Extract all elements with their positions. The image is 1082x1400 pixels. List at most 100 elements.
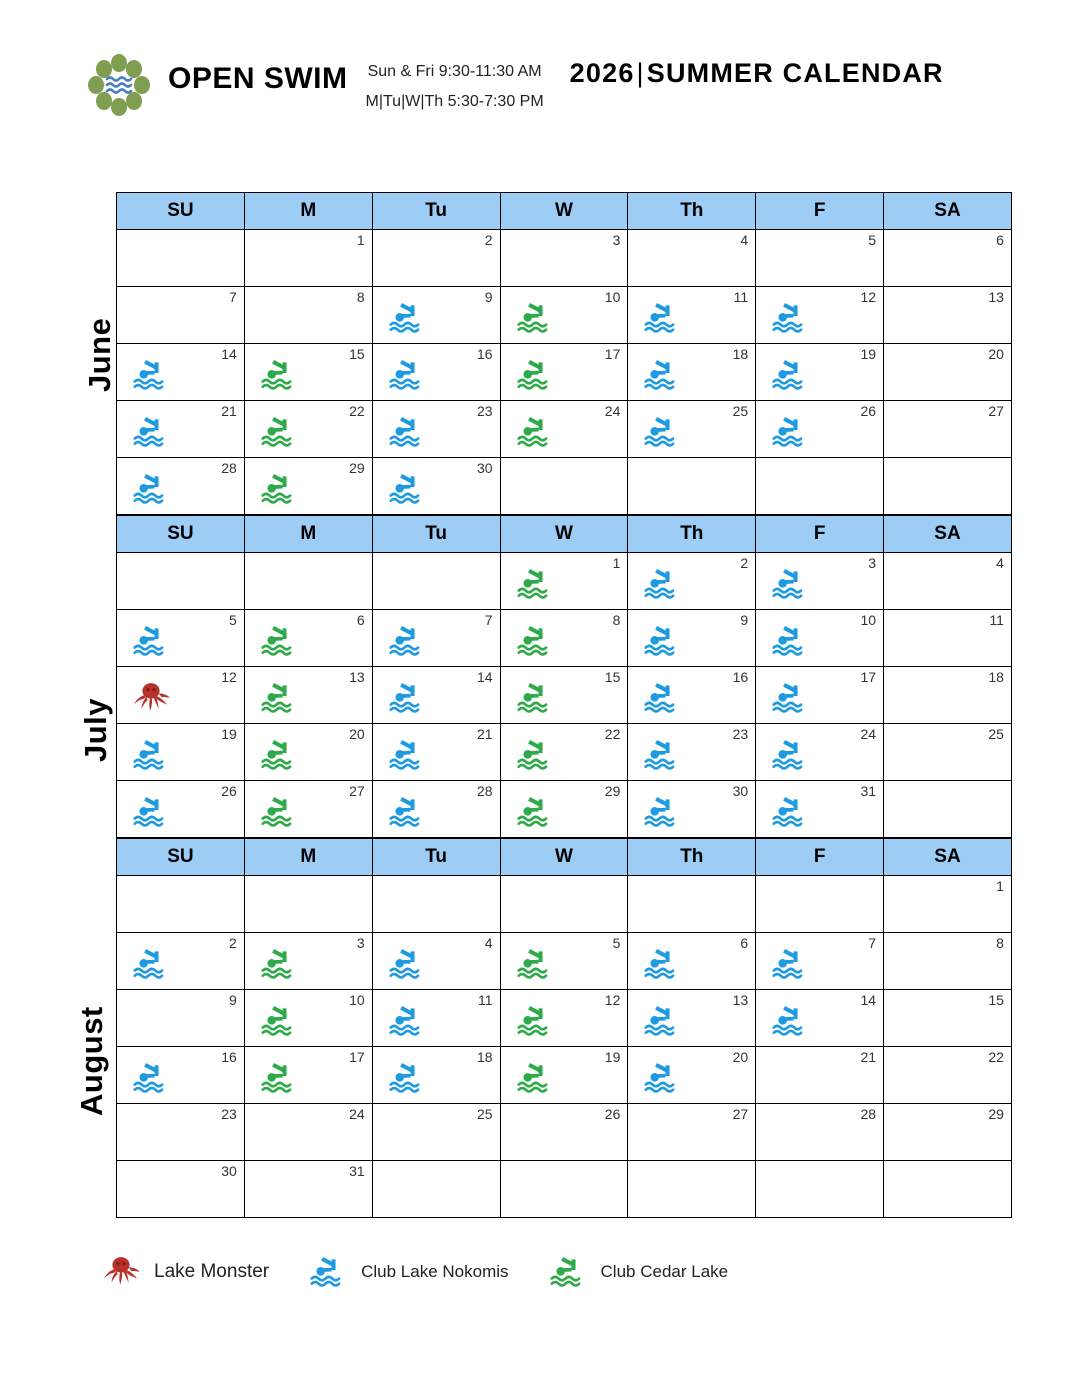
day-cell[interactable]: 15 [883,989,1012,1047]
day-cell[interactable]: 30 [371,457,501,515]
day-cell-empty[interactable] [883,780,1012,838]
day-cell[interactable]: 13 [243,666,373,724]
day-cell-empty[interactable] [627,875,757,933]
day-cell[interactable]: 3 [499,229,629,287]
day-cell[interactable]: 5 [499,932,629,990]
day-cell[interactable]: 23 [116,1103,245,1161]
day-cell-empty[interactable] [499,875,629,933]
day-cell[interactable]: 22 [243,400,373,458]
day-cell[interactable]: 8 [243,286,373,344]
day-cell[interactable]: 24 [755,723,885,781]
day-cell[interactable]: 12 [116,666,245,724]
day-cell[interactable]: 9 [371,286,501,344]
day-cell[interactable]: 24 [499,400,629,458]
day-cell[interactable]: 19 [116,723,245,781]
day-cell-empty[interactable] [627,457,757,515]
day-cell-empty[interactable] [755,457,885,515]
day-cell[interactable]: 29 [243,457,373,515]
day-cell[interactable]: 11 [627,286,757,344]
day-cell[interactable]: 11 [371,989,501,1047]
day-cell[interactable]: 22 [499,723,629,781]
day-cell[interactable]: 21 [755,1046,885,1104]
day-cell[interactable]: 26 [755,400,885,458]
day-cell[interactable]: 28 [755,1103,885,1161]
day-cell[interactable]: 18 [627,343,757,401]
day-cell-empty[interactable] [883,1160,1012,1218]
day-cell[interactable]: 10 [243,989,373,1047]
day-cell[interactable]: 4 [627,229,757,287]
day-cell[interactable]: 13 [883,286,1012,344]
day-cell[interactable]: 3 [755,552,885,610]
day-cell[interactable]: 15 [243,343,373,401]
day-cell[interactable]: 7 [755,932,885,990]
day-cell[interactable]: 12 [499,989,629,1047]
day-cell[interactable]: 26 [499,1103,629,1161]
day-cell[interactable]: 16 [627,666,757,724]
day-cell[interactable]: 20 [883,343,1012,401]
day-cell-empty[interactable] [627,1160,757,1218]
day-cell[interactable]: 23 [371,400,501,458]
day-cell[interactable]: 18 [883,666,1012,724]
day-cell[interactable]: 31 [243,1160,373,1218]
day-cell[interactable]: 19 [755,343,885,401]
day-cell[interactable]: 17 [243,1046,373,1104]
day-cell[interactable]: 4 [883,552,1012,610]
day-cell[interactable]: 7 [371,609,501,667]
day-cell[interactable]: 12 [755,286,885,344]
day-cell[interactable]: 17 [499,343,629,401]
day-cell[interactable]: 10 [499,286,629,344]
day-cell[interactable]: 15 [499,666,629,724]
day-cell-empty[interactable] [755,875,885,933]
day-cell[interactable]: 30 [627,780,757,838]
day-cell[interactable]: 1 [883,875,1012,933]
day-cell[interactable]: 22 [883,1046,1012,1104]
day-cell[interactable]: 5 [755,229,885,287]
day-cell[interactable]: 27 [627,1103,757,1161]
day-cell[interactable]: 16 [371,343,501,401]
day-cell[interactable]: 21 [116,400,245,458]
day-cell[interactable]: 1 [243,229,373,287]
day-cell[interactable]: 16 [116,1046,245,1104]
day-cell[interactable]: 20 [243,723,373,781]
day-cell[interactable]: 18 [371,1046,501,1104]
day-cell-empty[interactable] [883,457,1012,515]
day-cell[interactable]: 30 [116,1160,245,1218]
day-cell-empty[interactable] [116,552,245,610]
day-cell[interactable]: 29 [499,780,629,838]
day-cell[interactable]: 19 [499,1046,629,1104]
day-cell[interactable]: 2 [627,552,757,610]
day-cell[interactable]: 24 [243,1103,373,1161]
day-cell[interactable]: 8 [499,609,629,667]
day-cell[interactable]: 21 [371,723,501,781]
day-cell-empty[interactable] [371,552,501,610]
day-cell[interactable]: 10 [755,609,885,667]
day-cell-empty[interactable] [243,875,373,933]
day-cell[interactable]: 4 [371,932,501,990]
day-cell-empty[interactable] [499,457,629,515]
day-cell-empty[interactable] [755,1160,885,1218]
day-cell[interactable]: 14 [371,666,501,724]
day-cell[interactable]: 3 [243,932,373,990]
day-cell[interactable]: 14 [116,343,245,401]
day-cell[interactable]: 28 [116,457,245,515]
day-cell[interactable]: 6 [627,932,757,990]
day-cell[interactable]: 25 [883,723,1012,781]
day-cell-empty[interactable] [116,229,245,287]
day-cell[interactable]: 7 [116,286,245,344]
day-cell[interactable]: 11 [883,609,1012,667]
day-cell-empty[interactable] [499,1160,629,1218]
day-cell[interactable]: 25 [627,400,757,458]
day-cell[interactable]: 6 [883,229,1012,287]
day-cell[interactable]: 5 [116,609,245,667]
day-cell[interactable]: 23 [627,723,757,781]
day-cell[interactable]: 27 [883,400,1012,458]
day-cell-empty[interactable] [243,552,373,610]
day-cell[interactable]: 9 [116,989,245,1047]
day-cell[interactable]: 17 [755,666,885,724]
day-cell[interactable]: 25 [371,1103,501,1161]
day-cell[interactable]: 29 [883,1103,1012,1161]
day-cell[interactable]: 2 [371,229,501,287]
day-cell[interactable]: 31 [755,780,885,838]
day-cell-empty[interactable] [371,1160,501,1218]
day-cell[interactable]: 1 [499,552,629,610]
